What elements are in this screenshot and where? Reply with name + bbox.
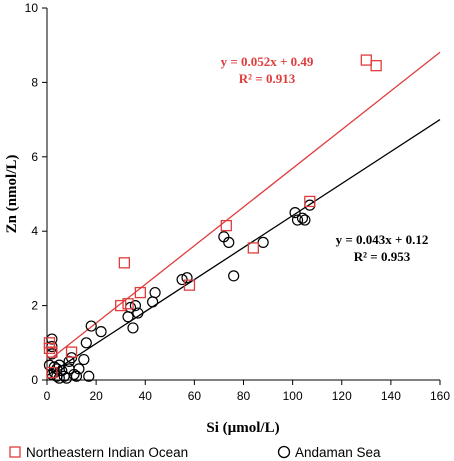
andaman-sea-point xyxy=(181,272,193,284)
y-tick-label: 10 xyxy=(25,1,39,15)
andaman-sea-point xyxy=(122,311,134,323)
x-tick-label: 100 xyxy=(283,389,303,403)
northeastern-indian-ocean-point xyxy=(122,298,134,310)
y-tick-label: 6 xyxy=(31,150,38,164)
y-tick-label: 0 xyxy=(31,373,38,387)
legend-square-marker xyxy=(9,446,21,458)
andaman-sea-point xyxy=(291,214,304,226)
andaman-sea-point xyxy=(83,370,95,382)
andaman-sea-point xyxy=(289,207,301,219)
x-tick-label: 20 xyxy=(89,389,103,403)
andaman-sea-point xyxy=(73,363,85,375)
black-fit-equation: y = 0.043x + 0.12 xyxy=(336,232,429,247)
andaman-sea-point xyxy=(70,370,83,382)
x-tick-label: 40 xyxy=(139,389,153,403)
andaman-sea-point xyxy=(127,322,139,334)
northeastern-indian-ocean-point xyxy=(118,257,131,269)
black-fit-r2: R² = 0.953 xyxy=(354,249,411,264)
andaman-sea-point xyxy=(147,296,159,308)
northeastern-indian-ocean-point xyxy=(360,54,372,66)
northeastern-indian-ocean-point xyxy=(183,279,196,291)
andaman-sea-point xyxy=(80,337,92,349)
andaman-sea-point xyxy=(228,270,240,282)
red-fit-equation: y = 0.052x + 0.49 xyxy=(221,54,314,69)
y-tick-label: 2 xyxy=(31,299,38,313)
y-axis-title: Zn (nmol/L) xyxy=(4,155,20,234)
y-tick-label: 8 xyxy=(31,75,38,89)
y-tick-label: 4 xyxy=(31,224,38,238)
andaman-sea-point xyxy=(223,236,235,248)
andaman-sea-point xyxy=(95,326,107,338)
x-axis-ticks: 0 20 40 60 80 100 120 140 160 xyxy=(44,380,450,403)
andaman-sea-point xyxy=(78,353,90,366)
x-tick-label: 60 xyxy=(188,389,202,403)
northeastern-indian-ocean-point xyxy=(46,366,58,379)
legend-label-andaman-sea: Andaman Sea xyxy=(295,445,381,460)
red-fit-r2: R² = 0.913 xyxy=(239,71,296,86)
northeastern-indian-ocean-point xyxy=(370,60,382,72)
andaman-sea-point xyxy=(46,333,58,345)
andaman-sea-point xyxy=(304,199,316,211)
legend-label-northeastern-indian-ocean: Northeastern Indian Ocean xyxy=(26,445,188,460)
northeastern-indian-ocean-point xyxy=(65,346,78,358)
data-points xyxy=(43,54,382,384)
andaman-sea-point xyxy=(257,236,269,248)
northeastern-indian-ocean-point xyxy=(43,342,56,355)
x-tick-label: 120 xyxy=(332,389,352,403)
legend: Northeastern Indian Ocean Andaman Sea xyxy=(9,445,381,460)
andaman-sea-point xyxy=(129,300,142,312)
andaman-sea-point xyxy=(296,212,309,224)
andaman-sea-point xyxy=(149,286,161,299)
y-axis-ticks: 0 2 4 6 8 10 xyxy=(25,1,47,387)
andaman-sea-point xyxy=(132,307,144,319)
northeastern-indian-ocean-point xyxy=(247,242,259,254)
x-tick-label: 140 xyxy=(381,389,401,403)
northeastern-indian-ocean-point xyxy=(46,346,58,358)
trendlines xyxy=(46,51,441,377)
northeastern-indian-ocean-point xyxy=(134,286,146,299)
x-tick-label: 160 xyxy=(430,389,450,403)
northeastern-indian-ocean-trendline xyxy=(46,51,441,363)
x-tick-label: 80 xyxy=(237,389,251,403)
northeastern-indian-ocean-point xyxy=(220,219,232,232)
northeastern-indian-ocean-point xyxy=(304,195,316,208)
andaman-sea-point xyxy=(53,359,65,371)
x-axis-title: Si (µmol/L) xyxy=(206,420,279,436)
northeastern-indian-ocean-point xyxy=(115,299,127,312)
andaman-sea-trendline xyxy=(46,119,441,377)
legend-circle-marker xyxy=(277,445,291,459)
andaman-sea-point xyxy=(85,320,97,332)
plot-area: 0 20 40 60 80 100 120 140 160 0 2 4 6 8 10 xyxy=(25,1,451,403)
andaman-sea-point xyxy=(299,214,311,226)
x-tick-label: 0 xyxy=(44,389,51,403)
